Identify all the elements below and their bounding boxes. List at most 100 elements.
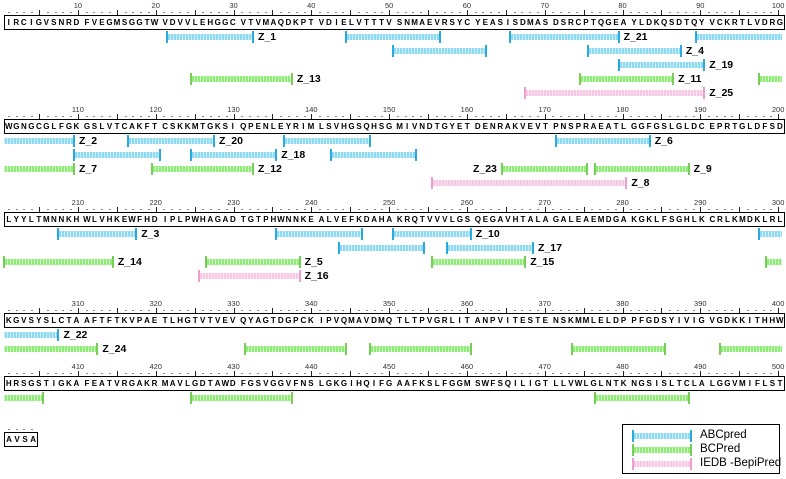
- bar-end-tick: [368, 135, 371, 147]
- ruler-dot: [692, 208, 695, 210]
- ruler-dot: [62, 309, 65, 311]
- ruler-dot: [591, 208, 594, 210]
- residue: H: [378, 214, 385, 224]
- bar-end-tick: [150, 163, 153, 175]
- epitope-label: Z_21: [623, 31, 648, 43]
- residue: T: [520, 214, 526, 224]
- residue: G: [698, 315, 705, 325]
- ruler-number: 400: [771, 299, 785, 308]
- ruler-dot: [513, 11, 516, 13]
- ruler-dot: [614, 11, 617, 13]
- residue: E: [598, 121, 604, 131]
- residue: F: [293, 378, 299, 388]
- epitope-bar-Z_4: Z_4: [586, 44, 704, 58]
- epitope-bar-fill: [4, 138, 75, 144]
- ruler: 210 220 230 240 250 260 270 280 290 300: [4, 198, 784, 212]
- ruler-tick: [428, 10, 429, 15]
- residue: R: [769, 214, 776, 224]
- epitope-label: Z_11: [678, 73, 702, 85]
- ruler-dot: [23, 428, 26, 430]
- residue: K: [739, 315, 746, 325]
- ruler-dot: [365, 372, 368, 374]
- residue: A: [386, 214, 393, 224]
- ruler-dot: [15, 428, 18, 430]
- epitope-bar-fill: [190, 76, 292, 82]
- ruler-dot: [163, 115, 166, 117]
- ruler-dot: [731, 309, 734, 311]
- residue: I: [677, 315, 681, 325]
- bar-end-tick: [415, 149, 418, 161]
- residue: I: [335, 17, 338, 27]
- bar-end-tick: [632, 458, 634, 470]
- epitope-bar-fill: [431, 180, 627, 186]
- ruler-dot: [746, 309, 749, 311]
- residue: L: [654, 214, 660, 224]
- residue: A: [129, 121, 135, 131]
- residue: T: [66, 315, 72, 325]
- ruler-number: 60: [462, 1, 472, 10]
- residue: H: [177, 315, 183, 325]
- ruler-tick: [155, 10, 157, 15]
- ruler-dot: [513, 372, 516, 374]
- legend-swatch-bepipred: [632, 457, 692, 470]
- residue: D: [776, 121, 783, 131]
- residue: Y: [21, 214, 27, 224]
- residue: V: [177, 378, 183, 388]
- ruler-dot: [529, 11, 532, 13]
- residue: R: [769, 17, 776, 27]
- ruler-dot: [443, 208, 446, 210]
- residue: S: [527, 315, 533, 325]
- ruler-dot: [498, 372, 501, 374]
- ruler-dot: [708, 372, 711, 374]
- epitope-bar-fill: [190, 395, 292, 401]
- residue: W: [5, 121, 13, 131]
- bar-end-tick: [251, 163, 254, 175]
- ruler-tick: [739, 207, 741, 212]
- residue: E: [222, 315, 228, 325]
- residue: K: [653, 17, 660, 27]
- epitope-bar-Z_16: Z_16: [197, 269, 329, 283]
- residue: T: [107, 378, 112, 388]
- residue: G: [214, 214, 221, 224]
- residue: D: [199, 378, 206, 388]
- residue: N: [605, 378, 612, 388]
- ruler-dot: [295, 309, 298, 311]
- ruler-tick: [700, 10, 702, 15]
- residue: T: [240, 214, 246, 224]
- residue: N: [58, 17, 65, 27]
- ruler-dot: [521, 372, 524, 374]
- residue: G: [441, 121, 448, 131]
- bar-end-tick: [57, 329, 60, 341]
- ruler-dot: [568, 115, 571, 117]
- residue: A: [371, 214, 378, 224]
- residue: F: [754, 378, 760, 388]
- residue: P: [490, 315, 496, 325]
- epitope-bar-fill: [766, 259, 782, 265]
- ruler-dot: [342, 372, 345, 374]
- epitope-bar-Z_7: Z_7: [4, 162, 97, 176]
- residue: G: [128, 17, 136, 27]
- ruler-dot: [186, 372, 189, 374]
- ruler-tick: [39, 207, 40, 212]
- residue: G: [270, 378, 277, 388]
- residue: T: [732, 121, 738, 131]
- ruler-dot: [365, 115, 368, 117]
- ruler-tick: [700, 114, 702, 119]
- epitope-bar: [718, 342, 782, 356]
- ruler-dot: [334, 309, 337, 311]
- epitope-bar-fill: [190, 152, 277, 158]
- ruler-tick: [311, 308, 313, 313]
- ruler-tick: [622, 10, 624, 15]
- residue: I: [748, 378, 751, 388]
- ruler-tick: [583, 10, 585, 15]
- ruler-dot: [31, 11, 34, 13]
- ruler-number: 50: [384, 1, 394, 10]
- ruler-dot: [474, 11, 477, 13]
- ruler-dot: [202, 11, 205, 13]
- residue: N: [50, 214, 57, 224]
- residue: T: [739, 17, 745, 27]
- ruler: [4, 419, 35, 432]
- ruler-tick: [778, 10, 780, 15]
- residue: L: [449, 315, 455, 325]
- residue: R: [121, 378, 128, 388]
